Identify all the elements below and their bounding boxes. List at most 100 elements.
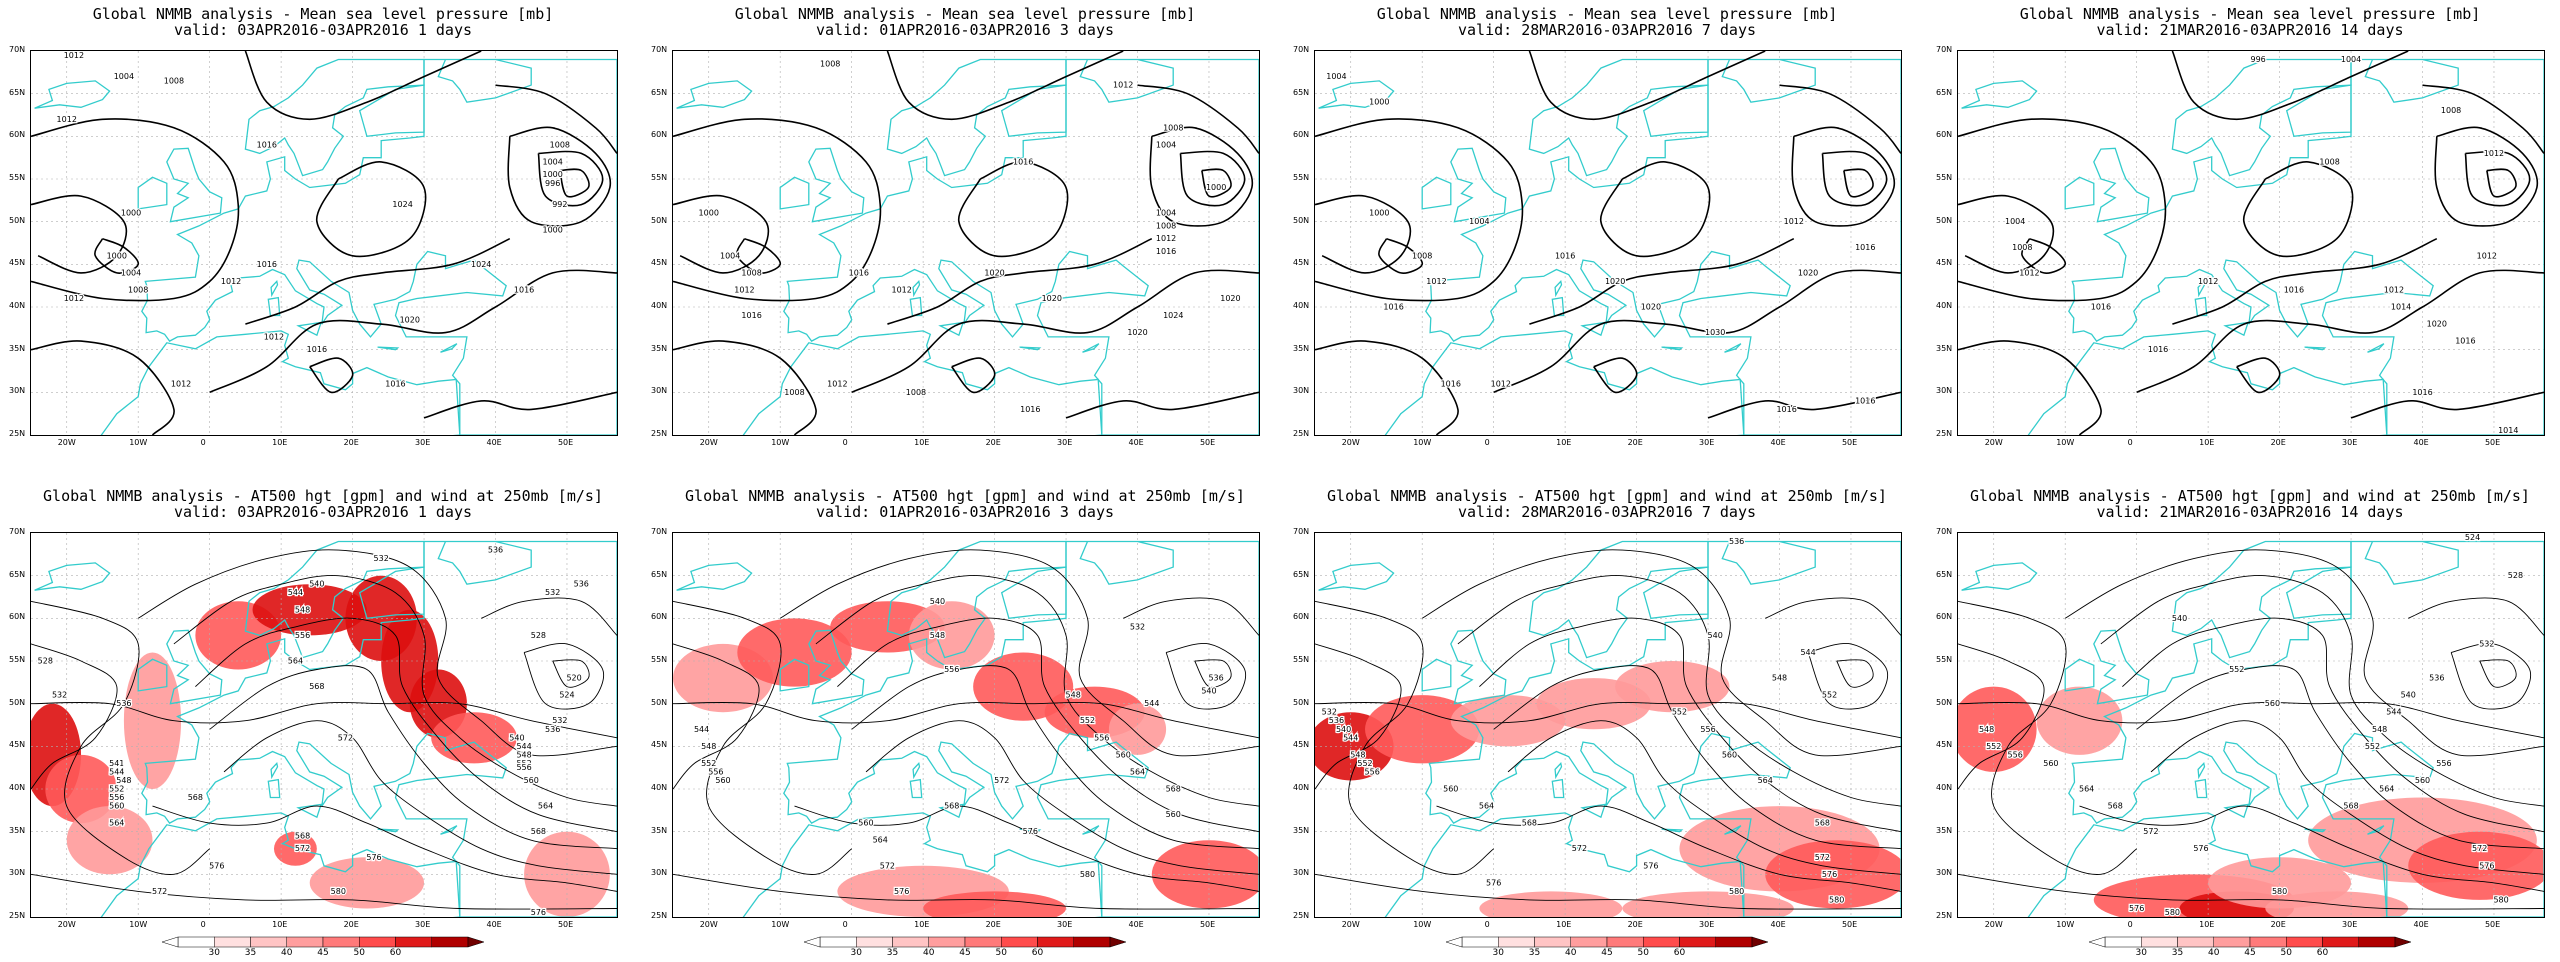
panel-valid-period: valid: 01APR2016-03APR2016 3 days [815,21,1114,39]
lon-tick-label: 10E [1556,438,1572,447]
coastline-7 [267,296,281,317]
colorbar-segment [359,936,396,948]
contour-label: 556 [516,763,531,772]
contour-label: 1020 [1605,277,1625,286]
colorbar-tick-label: 50 [995,948,1007,958]
colorbar-svg [161,936,485,948]
lat-tick-label: 45N [1936,740,1953,750]
map-area: 996 1004 1008 1008 1012 1004 1008 1012 1012 1016 1… [1957,50,2545,436]
contour-label: 1012 [1784,217,1804,226]
wind-colorbar: 30 35 40 45 50 60 [2085,934,2415,962]
lon-tick-label: 40E [1128,438,1144,447]
contour-label: 548 [1772,674,1787,683]
coastline-11 [1082,825,1100,835]
contour-label: 552 [1357,759,1372,768]
contour-label: 1004 [2005,217,2025,226]
contour-label: 568 [1815,819,1830,828]
contour-label: 568 [1522,819,1537,828]
lon-tick-label: 10W [771,438,790,447]
lon-tick-label: 30E [1699,920,1715,929]
contour-label: 548 [1066,691,1081,700]
coastline-0 [34,562,111,591]
contour-label: 552 [2365,742,2380,751]
lat-tick-label: 30N [1936,868,1953,878]
coastline-2 [2093,629,2150,705]
map-area: 1008 1012 1008 1004 1000 1004 1008 1012 1016 1016… [672,50,1260,436]
isobar-8 [1843,168,1874,198]
contour-label: 1000 [543,226,563,235]
wind-shading-3 [2408,831,2544,900]
panel-title: Global NMMB analysis - Mean sea level pr… [734,5,1196,23]
coastline-1 [137,176,168,210]
coastline-10 [1019,346,1042,351]
contour-label: 548 [516,750,531,759]
coastline-3 [2068,540,2544,917]
lon-tick-label: 50E [557,920,574,929]
coastline-10 [1661,346,1684,351]
isobar-9 [851,269,1259,394]
coastline-9 [1580,321,1607,337]
contour-label: 560 [2265,699,2280,708]
colorbar-tick-label: 30 [208,948,220,958]
lon-tick-label: 0 [842,920,848,929]
lon-tick-label: 20W [1341,438,1360,447]
lat-tick-label: 25N [1936,911,1953,920]
lon-tick-label: 50E [1199,438,1216,447]
lon-tick-label: 20W [699,438,718,447]
contour-label: 568 [531,827,546,836]
coastline-9 [2223,321,2250,337]
colorbar-tick-label: 45 [317,948,329,958]
isobar-3 [2171,51,2409,121]
contour-label: 536 [1329,716,1344,725]
contour-label: 1008 [164,76,184,85]
lat-tick-label: 25N [651,911,668,920]
contour-label: 576 [2129,904,2144,913]
contour-label: 1016 [2148,345,2168,354]
lat-tick-label: 55N [9,655,26,664]
height-contour-0 [673,600,852,875]
lon-tick-label: 10E [1556,920,1572,929]
colorbar-tick-label: 40 [281,948,293,958]
lon-tick-label: 10E [272,920,288,929]
height-contour-10 [523,642,604,710]
colorbar-segment [2104,936,2142,948]
height-contour-10 [1165,642,1246,710]
contour-label: 1016 [849,268,869,277]
colorbar-segment [322,936,360,948]
contour-label: 560 [1166,810,1181,819]
colorbar-tick-label: 45 [1601,948,1613,958]
lon-tick-label: 20E [2270,438,2286,447]
contour-label: 580 [331,887,346,896]
coastline-8 [1554,762,1563,780]
coastline-2 [166,147,223,223]
isobar-10 [673,340,817,435]
contour-label: 536 [488,546,503,555]
contour-label: 1014 [2391,303,2411,312]
coastline-4 [244,540,425,659]
lat-tick-label: 45N [1293,258,1310,268]
isobar-4 [316,161,427,258]
lat-tick-label: 60N [1293,130,1310,140]
colorbar-tick-label: 50 [353,948,365,958]
map-area: 524 528 532 536 540 544 548 552 556 560 564 568 548 5… [1957,532,2545,918]
contour-label: 560 [1116,750,1131,759]
isobar-13 [1707,391,1901,419]
colorbar-segment [2358,936,2396,948]
panel-valid-period: valid: 21MAR2016-03APR2016 14 days [2096,21,2404,39]
lat-tick-label: 60N [1936,130,1953,140]
height-contour-7 [1436,805,1901,892]
lat-tick-label: 45N [9,258,26,268]
contour-label: 528 [2508,571,2523,580]
lon-tick-label: 10E [272,438,288,447]
lon-tick-label: 20W [57,438,76,447]
wind-shading-2 [1450,695,1566,747]
contour-label: 544 [1144,699,1159,708]
contour-label: 576 [366,853,381,862]
colorbar-arrow-left [161,936,179,948]
contour-label: 548 [1979,725,1994,734]
lat-tick-label: 40N [9,783,26,792]
colorbar-segment [892,936,929,948]
lat-tick-label: 35N [1936,343,1953,353]
contour-label: 1004 [720,251,740,260]
coastline-5 [1642,566,1709,620]
